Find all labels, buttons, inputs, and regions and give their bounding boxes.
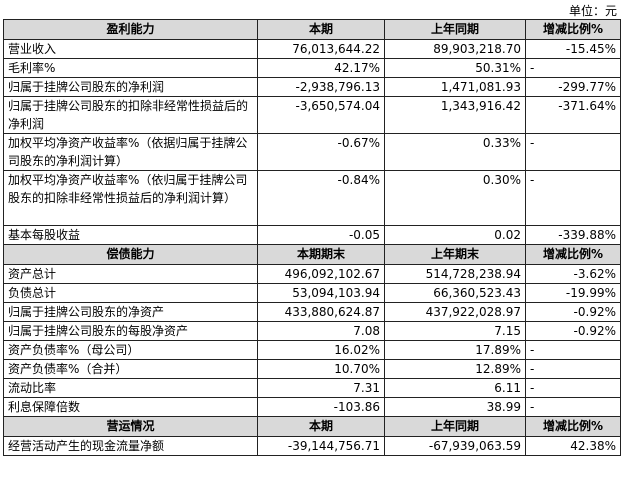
previous-value: 7.15 bbox=[384, 321, 526, 341]
table-row: 资产负债率%（母公司） 16.02% 17.89% - bbox=[3, 340, 621, 360]
table-row: 归属于挂牌公司股东的净资产 433,880,624.87 437,922,028.9… bbox=[3, 302, 621, 322]
change-value: - bbox=[525, 58, 621, 78]
financial-indicators-table: 盈利能力 本期 上年同期 增减比例% 营业收入 76,013,644.22 89,903,2… bbox=[3, 19, 621, 456]
column-header: 盈利能力 bbox=[3, 19, 258, 40]
current-value: 10.70% bbox=[257, 359, 385, 379]
current-value: 7.31 bbox=[257, 378, 385, 398]
row-label: 资产总计 bbox=[3, 264, 258, 284]
current-value: 53,094,103.94 bbox=[257, 283, 385, 303]
table-row: 资产负债率%（合并） 10.70% 12.89% - bbox=[3, 359, 621, 379]
previous-value: 0.30% bbox=[384, 170, 526, 226]
section-header-row: 盈利能力 本期 上年同期 增减比例% bbox=[3, 19, 621, 40]
change-value: 42.38% bbox=[525, 436, 621, 456]
row-label: 毛利率% bbox=[3, 58, 258, 78]
row-label: 负债总计 bbox=[3, 283, 258, 303]
section-header-row: 偿债能力 本期期末 上年期末 增减比例% bbox=[3, 244, 621, 265]
change-value: -299.77% bbox=[525, 77, 621, 97]
table-row: 营业收入 76,013,644.22 89,903,218.70 -15.45% bbox=[3, 39, 621, 59]
current-value: -0.84% bbox=[257, 170, 385, 226]
change-value: - bbox=[525, 378, 621, 398]
current-value: -3,650,574.04 bbox=[257, 96, 385, 134]
previous-value: 50.31% bbox=[384, 58, 526, 78]
row-label: 营业收入 bbox=[3, 39, 258, 59]
previous-value: 17.89% bbox=[384, 340, 526, 360]
column-header: 上年同期 bbox=[384, 416, 526, 437]
row-label: 归属于挂牌公司股东的扣除非经常性损益后的净利润 bbox=[3, 96, 258, 134]
previous-value: 1,471,081.93 bbox=[384, 77, 526, 97]
previous-value: 1,343,916.42 bbox=[384, 96, 526, 134]
row-label: 加权平均净资产收益率%（依归属于挂牌公司股东的扣除非经常性损益后的净利润计算） bbox=[3, 170, 258, 226]
row-label: 经营活动产生的现金流量净额 bbox=[3, 436, 258, 456]
column-header: 增减比例% bbox=[525, 19, 621, 40]
table-row: 归属于挂牌公司股东的净利润 -2,938,796.13 1,471,081.93 -2… bbox=[3, 77, 621, 97]
column-header: 增减比例% bbox=[525, 244, 621, 265]
table-row: 负债总计 53,094,103.94 66,360,523.43 -19.99% bbox=[3, 283, 621, 303]
table-row: 归属于挂牌公司股东的每股净资产 7.08 7.15 -0.92% bbox=[3, 321, 621, 341]
change-value: -3.62% bbox=[525, 264, 621, 284]
row-label: 归属于挂牌公司股东的每股净资产 bbox=[3, 321, 258, 341]
previous-value: 0.33% bbox=[384, 133, 526, 171]
table-row: 加权平均净资产收益率%（依归属于挂牌公司股东的扣除非经常性损益后的净利润计算） -… bbox=[3, 170, 621, 226]
row-label: 流动比率 bbox=[3, 378, 258, 398]
current-value: -2,938,796.13 bbox=[257, 77, 385, 97]
change-value: - bbox=[525, 133, 621, 171]
current-value: 496,092,102.67 bbox=[257, 264, 385, 284]
table-row: 毛利率% 42.17% 50.31% - bbox=[3, 58, 621, 78]
column-header: 上年同期 bbox=[384, 19, 526, 40]
previous-value: 437,922,028.97 bbox=[384, 302, 526, 322]
column-header: 本期 bbox=[257, 19, 385, 40]
current-value: -103.86 bbox=[257, 397, 385, 417]
row-label: 资产负债率%（母公司） bbox=[3, 340, 258, 360]
change-value: -15.45% bbox=[525, 39, 621, 59]
current-value: 16.02% bbox=[257, 340, 385, 360]
current-value: -0.05 bbox=[257, 225, 385, 245]
change-value: -19.99% bbox=[525, 283, 621, 303]
change-value: - bbox=[525, 170, 621, 226]
row-label: 资产负债率%（合并） bbox=[3, 359, 258, 379]
row-label: 归属于挂牌公司股东的净利润 bbox=[3, 77, 258, 97]
column-header: 营运情况 bbox=[3, 416, 258, 437]
row-label: 利息保障倍数 bbox=[3, 397, 258, 417]
row-label: 基本每股收益 bbox=[3, 225, 258, 245]
change-value: -0.92% bbox=[525, 302, 621, 322]
column-header: 本期 bbox=[257, 416, 385, 437]
previous-value: 89,903,218.70 bbox=[384, 39, 526, 59]
table-row: 资产总计 496,092,102.67 514,728,238.94 -3.62% bbox=[3, 264, 621, 284]
previous-value: 12.89% bbox=[384, 359, 526, 379]
previous-value: 38.99 bbox=[384, 397, 526, 417]
current-value: -39,144,756.71 bbox=[257, 436, 385, 456]
table-row: 流动比率 7.31 6.11- bbox=[3, 378, 621, 398]
column-header: 增减比例% bbox=[525, 416, 621, 437]
unit-label: 单位：元 bbox=[568, 4, 617, 18]
current-value: -0.67% bbox=[257, 133, 385, 171]
column-header: 上年期末 bbox=[384, 244, 526, 265]
table-row: 归属于挂牌公司股东的扣除非经常性损益后的净利润 -3,650,574.04 1,34… bbox=[3, 96, 621, 134]
current-value: 42.17% bbox=[257, 58, 385, 78]
change-value: -339.88% bbox=[525, 225, 621, 245]
previous-value: -67,939,063.59 bbox=[384, 436, 526, 456]
row-label: 加权平均净资产收益率%（依据归属于挂牌公司股东的净利润计算） bbox=[3, 133, 258, 171]
row-label: 归属于挂牌公司股东的净资产 bbox=[3, 302, 258, 322]
table-row: 加权平均净资产收益率%（依据归属于挂牌公司股东的净利润计算） -0.67% 0.33… bbox=[3, 133, 621, 171]
table-row: 经营活动产生的现金流量净额 -39,144,756.71 -67,939,063.5… bbox=[3, 436, 621, 456]
change-value: -371.64% bbox=[525, 96, 621, 134]
previous-value: 6.11 bbox=[384, 378, 526, 398]
change-value: -0.92% bbox=[525, 321, 621, 341]
change-value: - bbox=[525, 340, 621, 360]
column-header: 本期期末 bbox=[257, 244, 385, 265]
column-header: 偿债能力 bbox=[3, 244, 258, 265]
previous-value: 514,728,238.94 bbox=[384, 264, 526, 284]
table-row: 基本每股收益 -0.05 0.02 -339.88% bbox=[3, 225, 621, 245]
change-value: - bbox=[525, 397, 621, 417]
change-value: - bbox=[525, 359, 621, 379]
table-row: 利息保障倍数 -103.86 38.99- bbox=[3, 397, 621, 417]
section-header-row: 营运情况 本期 上年同期 增减比例% bbox=[3, 416, 621, 437]
previous-value: 66,360,523.43 bbox=[384, 283, 526, 303]
previous-value: 0.02 bbox=[384, 225, 526, 245]
current-value: 433,880,624.87 bbox=[257, 302, 385, 322]
current-value: 7.08 bbox=[257, 321, 385, 341]
current-value: 76,013,644.22 bbox=[257, 39, 385, 59]
